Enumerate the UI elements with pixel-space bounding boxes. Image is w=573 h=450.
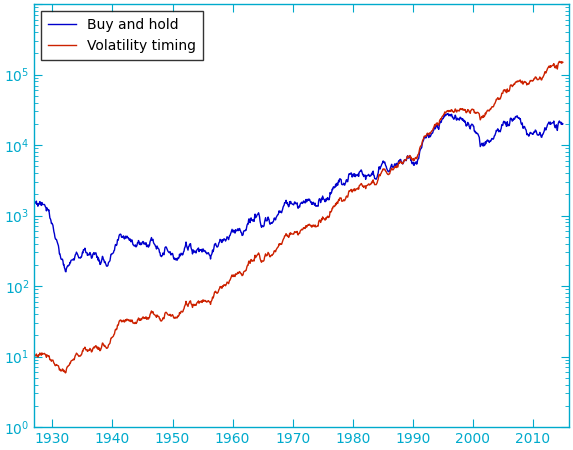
Buy and hold xyxy=(444,111,451,116)
Volatility timing xyxy=(559,59,566,65)
Buy and hold xyxy=(466,125,473,130)
Volatility timing xyxy=(197,299,203,305)
Volatility timing xyxy=(556,58,563,64)
Volatility timing xyxy=(398,161,405,166)
Buy and hold xyxy=(62,269,69,274)
Buy and hold xyxy=(197,248,203,253)
Line: Buy and hold: Buy and hold xyxy=(34,113,563,272)
Volatility timing xyxy=(62,370,69,376)
Buy and hold xyxy=(559,121,566,126)
Volatility timing xyxy=(466,109,473,115)
Buy and hold xyxy=(398,160,405,166)
Buy and hold xyxy=(268,220,274,226)
Legend: Buy and hold, Volatility timing: Buy and hold, Volatility timing xyxy=(41,11,203,60)
Volatility timing xyxy=(259,258,266,264)
Volatility timing xyxy=(31,354,38,359)
Buy and hold xyxy=(453,117,460,122)
Volatility timing xyxy=(268,253,274,258)
Buy and hold xyxy=(31,201,38,207)
Buy and hold xyxy=(259,223,266,229)
Volatility timing xyxy=(452,107,459,112)
Line: Volatility timing: Volatility timing xyxy=(34,61,563,373)
